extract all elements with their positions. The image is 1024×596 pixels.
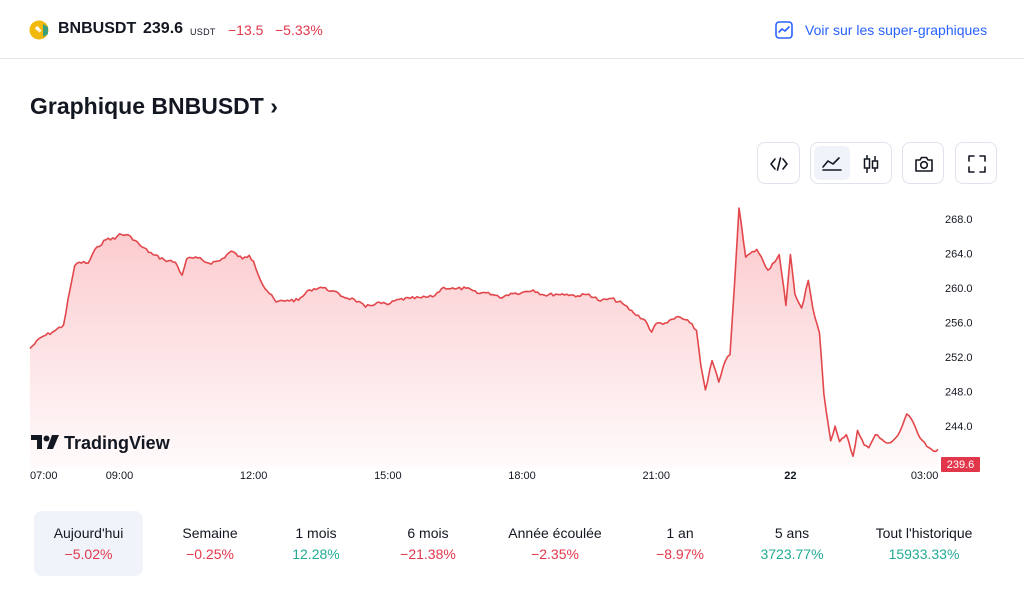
chart-title-text: Graphique BNBUSDT: [30, 93, 264, 119]
y-tick-label: 264.0: [945, 249, 973, 261]
last-price-tag: [941, 457, 980, 473]
embed-button[interactable]: [757, 142, 800, 184]
period-change-value: −8.97%: [656, 546, 704, 562]
period-tab[interactable]: 1 an −8.97%: [630, 511, 730, 576]
price-line: [29, 207, 939, 458]
x-tick-label: 21:00: [642, 470, 670, 482]
period-label: Année écoulée: [508, 525, 602, 541]
period-change-value: −2.35%: [531, 546, 579, 562]
price-area-fill: [30, 208, 938, 468]
period-change-value: −5.02%: [64, 546, 113, 562]
y-tick-label: 260.0: [945, 283, 973, 295]
period-change-value: −0.25%: [186, 546, 234, 562]
fullscreen-button[interactable]: [955, 142, 997, 184]
period-label: Aujourd'hui: [53, 525, 124, 541]
x-tick-label: 09:00: [106, 470, 134, 482]
candles-icon[interactable]: [861, 153, 881, 175]
period-label: 6 mois: [407, 525, 449, 541]
period-tab[interactable]: Année écoulée −2.35%: [492, 511, 618, 576]
super-chart-icon[interactable]: [775, 21, 793, 39]
last-price-tag-label: 239.6: [947, 459, 975, 471]
embed-code-icon: [770, 157, 788, 171]
fullscreen-icon: [968, 155, 986, 173]
symbol-header: BNBUSDT 239.6 USDT −13.5 −5.33% Voir sur…: [0, 0, 1024, 59]
tradingview-brand: TradingView: [64, 433, 170, 453]
period-change-value: 3723.77%: [760, 546, 824, 562]
period-tab[interactable]: 5 ans 3723.77%: [742, 511, 842, 576]
super-charts-link[interactable]: Voir sur les super-graphiques: [805, 22, 988, 38]
y-tick-label: 252.0: [945, 352, 973, 364]
y-tick-label: 268.0: [945, 214, 973, 226]
y-tick-label: 244.0: [945, 421, 973, 433]
x-tick-label: 15:00: [374, 470, 402, 482]
period-label: 1 an: [666, 525, 694, 541]
price-change: −13.5: [228, 22, 264, 38]
screenshot-button[interactable]: [902, 142, 944, 184]
price-change-percent: −5.33%: [275, 22, 323, 38]
period-label: 1 mois: [295, 525, 337, 541]
bnb-logo-icon: [29, 20, 49, 40]
symbol-name: BNBUSDT: [58, 20, 137, 37]
y-tick-label: 248.0: [945, 387, 973, 399]
period-change-value: 12.28%: [292, 546, 340, 562]
chart-type-group: [810, 142, 892, 184]
chevron-right-icon: ›: [270, 93, 278, 119]
period-tab[interactable]: Tout l'historique 15933.33%: [856, 511, 992, 576]
period-tab[interactable]: Aujourd'hui −5.02%: [34, 511, 143, 576]
period-change-value: −21.38%: [400, 546, 456, 562]
camera-icon: [915, 156, 933, 172]
period-label: 5 ans: [774, 525, 810, 541]
tradingview-logo-icon: [31, 435, 59, 449]
y-tick-label: 256.0: [945, 318, 973, 330]
period-tab[interactable]: Semaine −0.25%: [160, 511, 260, 576]
last-price: 239.6: [143, 20, 184, 37]
period-change-value: 15933.33%: [888, 546, 960, 562]
x-tick-label: 07:00: [30, 470, 58, 482]
x-tick-label: 03:00: [911, 470, 939, 482]
price-currency: USDT: [190, 27, 216, 37]
period-performance-tabs: Aujourd'hui −5.02% Semaine −0.25% 1 mois 12.2…: [30, 511, 994, 577]
chart-title[interactable]: Graphique BNBUSDT ›: [30, 93, 278, 120]
period-tab[interactable]: 1 mois 12.28%: [266, 511, 366, 576]
period-label: Tout l'historique: [875, 525, 973, 541]
x-tick-label: 12:00: [240, 470, 268, 482]
area-chart-icon[interactable]: [821, 154, 843, 174]
period-label: Semaine: [182, 525, 238, 541]
x-tick-label: 18:00: [508, 470, 536, 482]
period-tab[interactable]: 6 mois −21.38%: [378, 511, 478, 576]
x-tick-label: 22: [784, 470, 796, 482]
price-chart[interactable]: 07:00 09:00 12:00 15:00 18:00 21:00 22 03:00 24…: [0, 195, 1024, 495]
